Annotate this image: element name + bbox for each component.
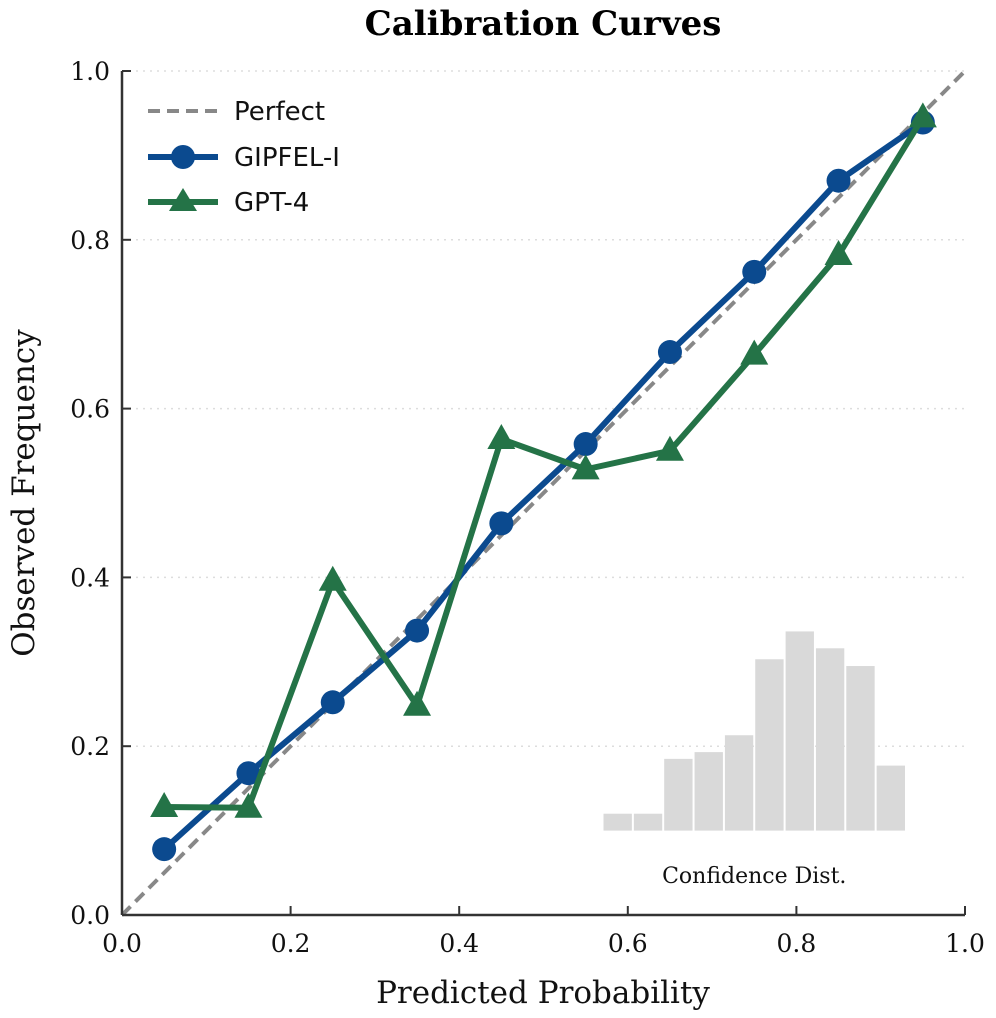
data-point-0-2: [320, 690, 345, 715]
confidence-histogram: Confidence Dist.: [603, 631, 905, 889]
histogram-bar-9: [876, 765, 905, 831]
histogram-bar-2: [664, 758, 693, 831]
legend-gipfel-marker: [171, 145, 195, 169]
data-point-1-1: [234, 792, 263, 818]
data-point-1-0: [150, 791, 179, 817]
histogram-bar-3: [694, 752, 723, 831]
data-point-1-2: [318, 565, 347, 591]
data-point-0-0: [152, 837, 177, 862]
x-tick-label-1.0: 1.0: [945, 929, 985, 958]
x-tick-label-0.0: 0.0: [102, 929, 142, 958]
x-axis-label: Predicted Probability: [376, 975, 710, 1011]
legend: Perfect GIPFEL-I GPT-4: [148, 97, 340, 218]
x-tick-label-0.6: 0.6: [608, 929, 648, 958]
histogram-bar-6: [785, 631, 814, 831]
data-point-0-1: [236, 761, 261, 786]
ticks: 0.0 0.2 0.4 0.6 0.8 1.0 0.0 0.2 0.4 0.6 0.8 1.0: [70, 57, 985, 958]
legend-gpt4-label: GPT-4: [234, 188, 309, 218]
data-point-0-3: [405, 618, 430, 643]
data-point-1-6: [655, 435, 684, 461]
series-line-0: [162, 120, 925, 852]
series-line-1: [164, 115, 926, 811]
x-tick-label-0.2: 0.2: [271, 929, 311, 958]
y-axis-label: Observed Frequency: [6, 329, 42, 657]
data-point-1-8: [824, 239, 853, 265]
y-tick-label-1.0: 1.0: [70, 57, 110, 86]
y-tick-label-0.8: 0.8: [70, 226, 110, 255]
data-point-1-5: [571, 454, 600, 480]
legend-perfect-label: Perfect: [234, 97, 325, 127]
data-point-1-3: [403, 690, 432, 716]
y-tick-label-0.2: 0.2: [70, 732, 110, 761]
histogram-bar-1: [633, 813, 663, 831]
data-point-0-6: [657, 340, 682, 365]
axes: [120, 71, 965, 917]
x-tick-label-0.4: 0.4: [439, 929, 479, 958]
legend-gipfel-label: GIPFEL-I: [234, 143, 340, 173]
y-tick-label-0.6: 0.6: [70, 395, 110, 424]
histogram-bar-8: [846, 666, 875, 831]
histogram-label: Confidence Dist.: [662, 864, 846, 889]
data-point-1-4: [487, 423, 516, 449]
histogram-bar-5: [755, 659, 784, 831]
series-gipfel-i: [152, 110, 935, 862]
data-point-0-4: [489, 511, 514, 536]
data-point-0-5: [573, 432, 598, 457]
y-tick-label-0.4: 0.4: [70, 563, 110, 592]
histogram-bar-4: [724, 735, 754, 831]
histogram-bar-0: [603, 813, 632, 831]
data-point-0-8: [826, 168, 851, 193]
chart-title: Calibration Curves: [365, 4, 722, 44]
x-tick-label-0.8: 0.8: [777, 929, 817, 958]
series-layer: [150, 102, 937, 862]
histogram-bar-7: [815, 648, 845, 831]
y-tick-label-0.0: 0.0: [70, 901, 110, 930]
grid-lines: [122, 70, 965, 747]
legend-gpt4-marker: [169, 188, 197, 211]
data-point-0-7: [742, 259, 767, 284]
data-point-1-7: [740, 339, 769, 365]
series-gpt-4: [150, 102, 937, 818]
data-point-1-9: [908, 102, 937, 128]
